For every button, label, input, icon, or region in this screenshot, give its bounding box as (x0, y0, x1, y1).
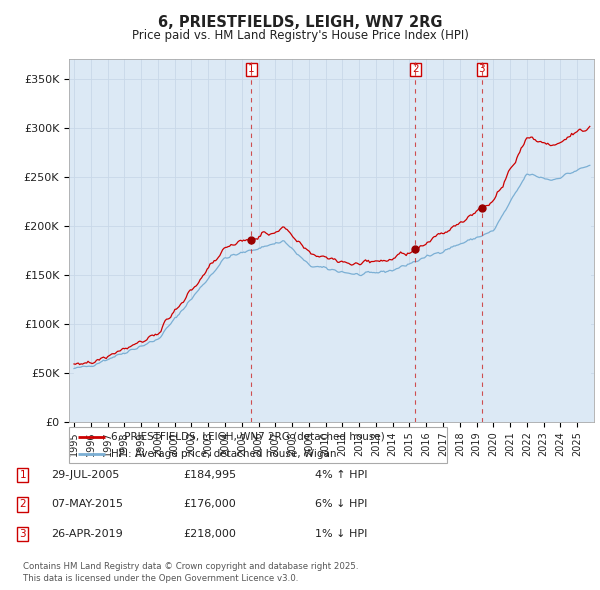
Text: 1: 1 (248, 64, 254, 74)
Text: £184,995: £184,995 (183, 470, 236, 480)
Text: 1: 1 (19, 470, 26, 480)
Text: 26-APR-2019: 26-APR-2019 (51, 529, 123, 539)
Text: 2: 2 (412, 64, 419, 74)
Text: 6% ↓ HPI: 6% ↓ HPI (315, 500, 367, 509)
Text: £218,000: £218,000 (183, 529, 236, 539)
Text: 3: 3 (479, 64, 485, 74)
Text: 4% ↑ HPI: 4% ↑ HPI (315, 470, 367, 480)
Text: 6, PRIESTFIELDS, LEIGH, WN7 2RG (detached house): 6, PRIESTFIELDS, LEIGH, WN7 2RG (detache… (110, 432, 385, 442)
Text: 07-MAY-2015: 07-MAY-2015 (51, 500, 123, 509)
Text: Contains HM Land Registry data © Crown copyright and database right 2025.
This d: Contains HM Land Registry data © Crown c… (23, 562, 358, 583)
Text: Price paid vs. HM Land Registry's House Price Index (HPI): Price paid vs. HM Land Registry's House … (131, 30, 469, 42)
Text: £176,000: £176,000 (183, 500, 236, 509)
Text: 3: 3 (19, 529, 26, 539)
Text: 6, PRIESTFIELDS, LEIGH, WN7 2RG: 6, PRIESTFIELDS, LEIGH, WN7 2RG (158, 15, 442, 30)
Text: 2: 2 (19, 500, 26, 509)
Text: 29-JUL-2005: 29-JUL-2005 (51, 470, 119, 480)
Text: HPI: Average price, detached house, Wigan: HPI: Average price, detached house, Wiga… (110, 449, 336, 459)
Text: 1% ↓ HPI: 1% ↓ HPI (315, 529, 367, 539)
